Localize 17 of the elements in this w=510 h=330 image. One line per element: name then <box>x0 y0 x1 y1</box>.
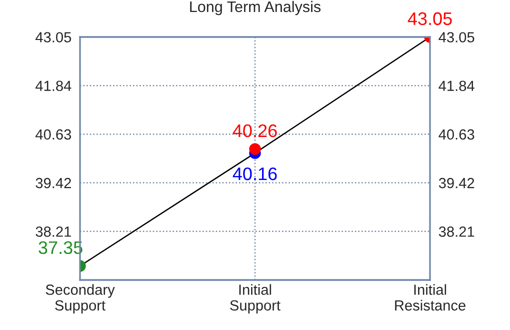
chart-title: Long Term Analysis <box>190 0 321 16</box>
x-tick-label: Initial Resistance <box>395 284 466 311</box>
data-label: 43.05 <box>408 12 452 26</box>
y2-tick-label: 39.42 <box>438 178 474 188</box>
y-tick-label: 39.42 <box>36 178 71 188</box>
y-tick-label: 43.05 <box>36 32 72 42</box>
y-tick-label: 38.21 <box>36 226 71 237</box>
x-tick-label: Initial Support <box>230 284 280 314</box>
data-label: 40.26 <box>232 124 277 138</box>
y2-tick-label: 43.05 <box>438 32 474 42</box>
y2-tick-label: 40.63 <box>438 129 474 140</box>
data-label: 40.16 <box>232 167 277 180</box>
y-tick-label: 40.63 <box>36 129 72 140</box>
y2-tick-label: 41.84 <box>438 80 474 92</box>
y-tick-label: 41.84 <box>36 80 72 92</box>
y2-tick-label: 38.21 <box>438 226 474 237</box>
x-tick-label: Secondary Support <box>46 284 115 314</box>
